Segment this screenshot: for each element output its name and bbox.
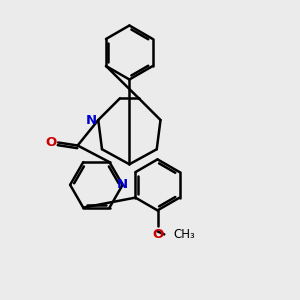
Text: N: N <box>117 178 128 191</box>
Text: O: O <box>152 228 163 241</box>
Text: N: N <box>86 113 97 127</box>
Text: CH₃: CH₃ <box>173 228 195 241</box>
Text: O: O <box>46 136 57 149</box>
